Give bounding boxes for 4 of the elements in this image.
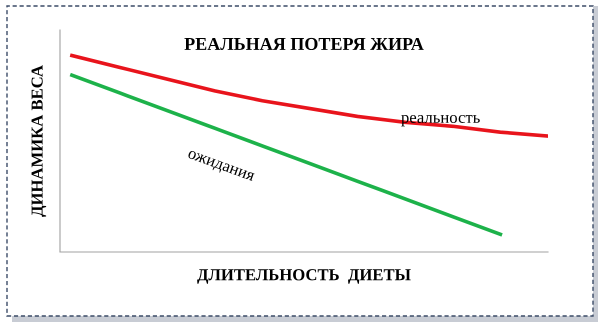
- chart-title: РЕАЛЬНАЯ ПОТЕРЯ ЖИРА: [184, 38, 424, 50]
- annotation: реальность: [401, 114, 480, 126]
- y-axis-title: ДИНАМИКА ВЕСА: [32, 65, 46, 217]
- x-axis-title: ДЛИТЕЛЬНОСТЬ ДИЕТЫ: [197, 269, 411, 284]
